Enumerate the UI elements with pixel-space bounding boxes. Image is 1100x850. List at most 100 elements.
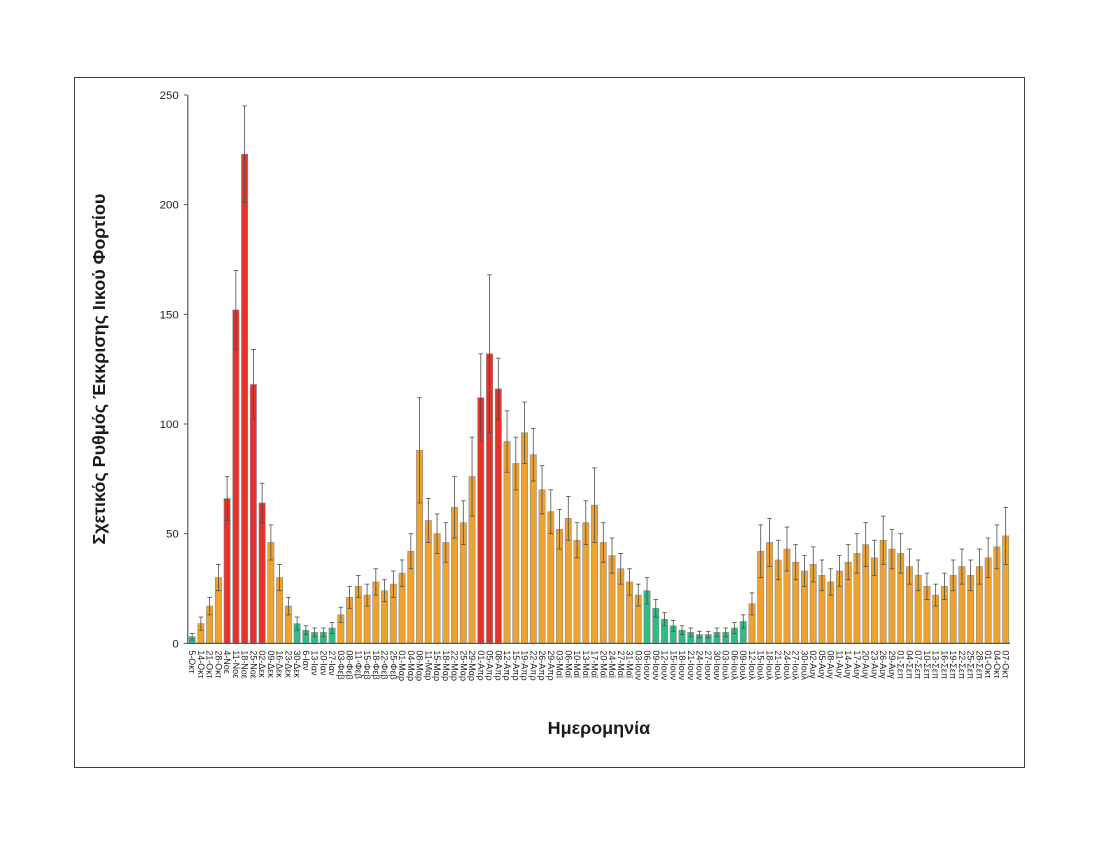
x-tick-label: 5-Οκτ — [187, 650, 197, 673]
x-tick-label: 27-Ιουλ — [791, 650, 801, 680]
x-tick-label: 16-Δεκ — [275, 650, 285, 678]
x-tick-label: 05-Απρ — [485, 650, 495, 680]
x-tick-label: 07-Σεπ — [913, 650, 923, 679]
x-tick-label: 06-Ιουν — [642, 650, 652, 680]
x-tick-label: 29-Αυγ — [887, 650, 897, 679]
x-tick-label: 01-Οκτ — [983, 650, 993, 678]
x-tick-label: 10-Μαϊ — [572, 650, 582, 679]
x-tick-label: 12-Ιουν — [660, 650, 670, 680]
x-tick-label: 08-Μαρ — [415, 650, 425, 681]
x-tick-label: 17-Αυγ — [852, 650, 862, 679]
x-tick-label: 14-Οκτ — [196, 650, 206, 678]
x-tick-label: 29-Απρ — [546, 650, 556, 680]
x-tick-label: 12-Απρ — [502, 650, 512, 680]
x-tick-label: 15-Ιουν — [668, 650, 678, 680]
x-tick-label: 01-Σεπ — [896, 650, 906, 679]
x-tick-label: 20-Αυγ — [861, 650, 871, 679]
x-tick-label: 15-Μαρ — [432, 650, 442, 681]
x-tick-label: 20-Ιαν — [318, 650, 328, 676]
bar — [249, 384, 257, 644]
bar — [494, 388, 502, 644]
x-tick-label: 27-Ιουν — [703, 650, 713, 680]
x-tick-label: 23-Αυγ — [869, 650, 879, 679]
y-axis-title: Σχετικός Ρυθμός Έκκρισης Ιικού Φορτίου — [89, 194, 109, 545]
x-tick-label: 26-Αυγ — [878, 650, 888, 679]
x-tick-label: 16-Σεπ — [939, 650, 949, 679]
x-tick-label: 08-Απρ — [493, 650, 503, 680]
x-tick-label: 20-Μαϊ — [598, 650, 608, 679]
x-tick-label: 10-Σεπ — [922, 650, 932, 679]
x-tick-label: 05-Αυγ — [817, 650, 827, 679]
x-tick-label: 24-Ιουλ — [782, 650, 792, 680]
x-tick-label: 02-Δεκ — [257, 650, 267, 678]
y-tick-label: 0 — [172, 638, 178, 650]
x-tick-label: 22-Μαρ — [450, 650, 460, 681]
y-tick-label: 200 — [160, 200, 179, 212]
x-tick-label: 09-Δεκ — [266, 650, 276, 678]
x-tick-label: 01-Απρ — [476, 650, 486, 680]
x-tick-label: 25-Μαρ — [458, 650, 468, 681]
bar — [241, 153, 249, 644]
x-tick-label: 30-Ιουν — [712, 650, 722, 680]
x-tick-label: 22-Φεβ — [380, 650, 390, 679]
x-axis-title: Ημερομηνία — [548, 718, 650, 738]
x-tick-label: 06-Μαϊ — [563, 650, 573, 679]
x-tick-label: 28-Οκτ — [213, 650, 223, 678]
x-tick-label: 15-Φεβ — [362, 650, 372, 679]
x-tick-label: 11-Αυγ — [834, 650, 844, 678]
chart-figure: Σχετικός Ρυθμός Έκκρισης Ιικού Φορτίου Η… — [74, 77, 1025, 768]
x-tick-label: 13-Σεπ — [931, 650, 941, 679]
x-tick-label: 27-Ιαν — [327, 650, 337, 676]
x-tick-label: 03-Μαϊ — [555, 650, 565, 679]
x-tick-label: 13-Ιαν — [310, 650, 320, 676]
bar — [512, 463, 520, 644]
x-tick-label: 26-Απρ — [537, 650, 547, 680]
x-tick-label: 25-Φεβ — [388, 650, 398, 679]
x-tick-label: 12-Ιουλ — [747, 650, 757, 680]
y-tick-label: 150 — [160, 309, 179, 321]
x-tick-label: 08-Αυγ — [826, 650, 836, 679]
x-tick-label: 08-Φεβ — [345, 650, 355, 679]
x-tick-label: 07-Οκτ — [1001, 650, 1011, 678]
x-tick-label: 28-Σεπ — [974, 650, 984, 679]
x-tick-label: 01-Μαρ — [397, 650, 407, 681]
x-tick-label: 15-Ιουλ — [756, 650, 766, 680]
x-tick-label: 03-Φεβ — [336, 650, 346, 679]
x-tick-label: 30-Ιουλ — [799, 650, 809, 680]
x-tick-label: 19-Σεπ — [948, 650, 958, 679]
x-tick-label: 21-Οκτ — [205, 650, 215, 678]
x-tick-label: 18-Ιουν — [677, 650, 687, 680]
x-tick-label: 06-Ιουλ — [729, 650, 739, 680]
x-tick-label: 19-Απρ — [520, 650, 530, 680]
x-tick-label: 14-Αυγ — [843, 650, 853, 679]
x-tick-label: 13-Μαϊ — [581, 650, 591, 679]
x-tick-label: 09-Ιουν — [651, 650, 661, 680]
bar — [258, 502, 266, 644]
x-tick-label: 30-Δεκ — [292, 650, 302, 678]
bar — [232, 309, 240, 644]
x-tick-label: 04-Σεπ — [904, 650, 914, 679]
x-tick-label: 02-Αυγ — [808, 650, 818, 679]
x-tick-label: 22-Απρ — [528, 650, 538, 680]
x-tick-label: 18-Φεβ — [371, 650, 381, 679]
x-tick-label: 03-Ιουλ — [721, 650, 731, 680]
x-tick-label: 18-Νοε — [240, 650, 250, 678]
x-tick-label: 11-Φεβ — [353, 650, 363, 679]
x-tick-label: 18-Μαρ — [441, 650, 451, 681]
x-tick-label: 21-Ιουν — [686, 650, 696, 680]
y-tick-label: 250 — [160, 90, 179, 102]
x-tick-label: 03-Ιουν — [633, 650, 643, 680]
x-tick-label: 17-Μαϊ — [590, 650, 600, 679]
x-tick-label: 21-Ιουλ — [773, 650, 783, 680]
x-tick-label: 11-Μαρ — [423, 650, 433, 680]
x-tick-label: 09-Ιουλ — [738, 650, 748, 680]
x-tick-label: 4-Νοε — [222, 650, 232, 673]
chart-canvas: Σχετικός Ρυθμός Έκκρισης Ιικού Φορτίου Η… — [89, 90, 1011, 738]
x-tick-label: 23-Δεκ — [283, 650, 293, 678]
x-tick-label: 25-Νοε — [248, 650, 258, 678]
y-tick-label: 50 — [166, 529, 179, 541]
bar — [529, 454, 537, 644]
bar — [521, 432, 528, 644]
x-tick-label: 24-Μαϊ — [607, 650, 617, 679]
